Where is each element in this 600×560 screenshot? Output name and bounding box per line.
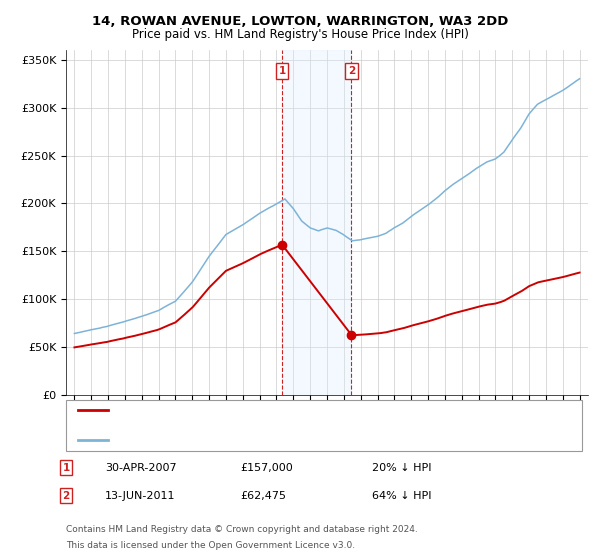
Text: 14, ROWAN AVENUE, LOWTON, WARRINGTON, WA3 2DD: 14, ROWAN AVENUE, LOWTON, WARRINGTON, WA… [92, 15, 508, 28]
Text: 2: 2 [348, 66, 355, 76]
Text: 30-APR-2007: 30-APR-2007 [105, 463, 176, 473]
Text: 14, ROWAN AVENUE, LOWTON, WARRINGTON, WA3 2DD (detached house): 14, ROWAN AVENUE, LOWTON, WARRINGTON, WA… [117, 405, 504, 415]
Text: HPI: Average price, detached house, Wigan: HPI: Average price, detached house, Wiga… [117, 435, 343, 445]
Text: Contains HM Land Registry data © Crown copyright and database right 2024.: Contains HM Land Registry data © Crown c… [66, 525, 418, 534]
Text: 20% ↓ HPI: 20% ↓ HPI [372, 463, 431, 473]
Text: 2: 2 [62, 491, 70, 501]
Bar [282, 50, 352, 395]
Text: Price paid vs. HM Land Registry's House Price Index (HPI): Price paid vs. HM Land Registry's House … [131, 28, 469, 41]
Text: £157,000: £157,000 [240, 463, 293, 473]
Text: 1: 1 [278, 66, 286, 76]
Text: 64% ↓ HPI: 64% ↓ HPI [372, 491, 431, 501]
Text: This data is licensed under the Open Government Licence v3.0.: This data is licensed under the Open Gov… [66, 542, 355, 550]
Text: 13-JUN-2011: 13-JUN-2011 [105, 491, 176, 501]
Text: 1: 1 [62, 463, 70, 473]
Text: £62,475: £62,475 [240, 491, 286, 501]
